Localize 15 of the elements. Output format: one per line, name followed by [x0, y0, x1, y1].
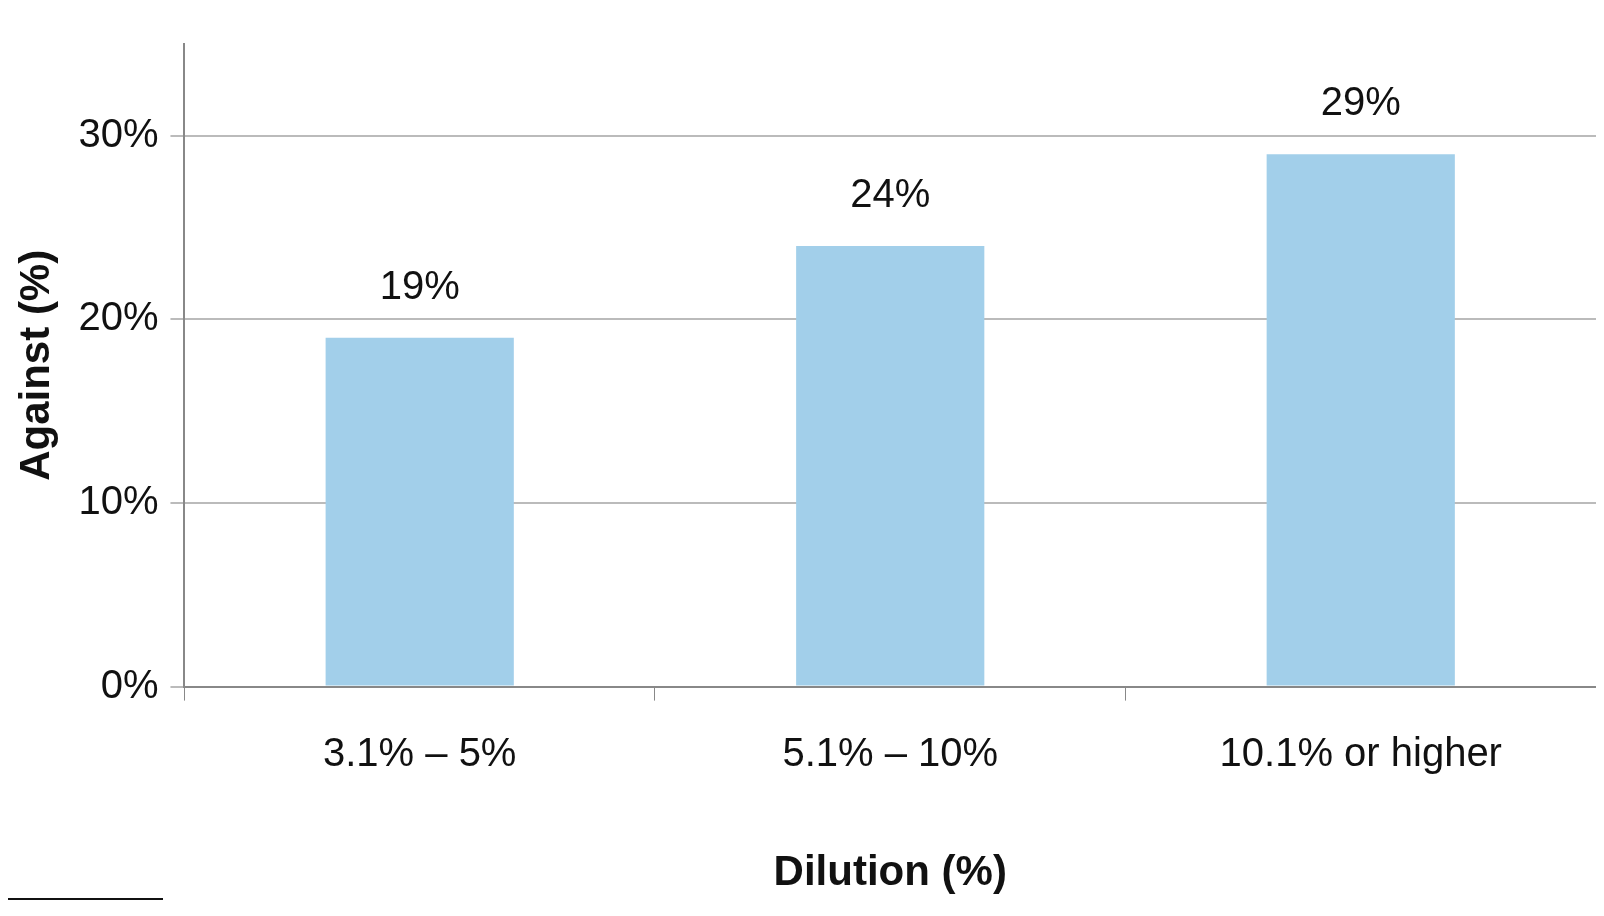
data-label: 29%	[1320, 79, 1401, 124]
bar	[325, 337, 514, 686]
data-label: 24%	[850, 170, 931, 215]
y-tick-label: 10%	[78, 478, 159, 523]
x-tick-label: 3.1% – 5%	[322, 729, 517, 774]
x-axis-title: Dilution (%)	[773, 847, 1007, 895]
x-tick-label: 10.1% or higher	[1219, 729, 1502, 774]
x-tick-label: 5.1% – 10%	[782, 729, 999, 774]
bar	[796, 245, 985, 686]
y-tick-label: 30%	[78, 110, 159, 155]
y-tick-label: 20%	[78, 294, 159, 339]
bar	[1266, 154, 1455, 686]
y-axis-title: Against (%)	[10, 249, 58, 481]
data-label: 19%	[379, 262, 460, 307]
y-tick-label: 0%	[100, 661, 159, 706]
